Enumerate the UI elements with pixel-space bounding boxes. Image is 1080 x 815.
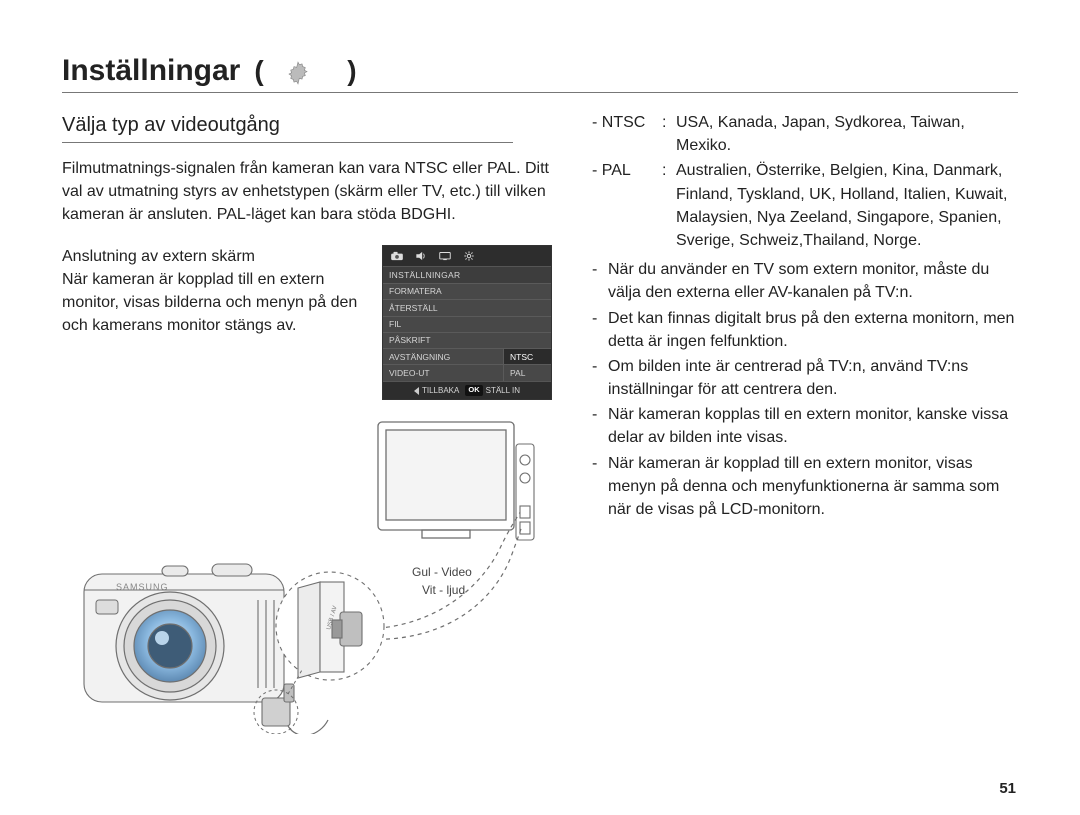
section-subtitle: Välja typ av videoutgång [62, 111, 513, 143]
menu-item: FIL [383, 316, 551, 332]
menu-row: VIDEO-UTPAL [383, 364, 551, 380]
gear-icon [285, 60, 311, 86]
menu-heading: INSTÄLLNINGAR [383, 267, 551, 283]
bullet-row: -Det kan ﬁnnas digitalt brus på den exte… [592, 307, 1018, 353]
title-paren: ( ) [248, 55, 358, 87]
menu-tab-row [383, 246, 551, 267]
menu-item: ÅTERSTÄLL [383, 299, 551, 315]
bullet-row: -När du använder en TV som extern monito… [592, 258, 1018, 304]
bullet-row: -När kameran kopplas till en extern moni… [592, 403, 1018, 449]
bullet-row: -Om bilden inte är centrerad på TV:n, an… [592, 355, 1018, 401]
camera-icon [390, 250, 404, 262]
left-column: Välja typ av videoutgång Filmutmatnings-… [62, 111, 552, 734]
menu-ok: OKSTÄLL IN [465, 385, 520, 397]
connection-diagram: SAMSUNG [62, 414, 552, 734]
right-column: - NTSC:USA, Kanada, Japan, Sydkorea, Tai… [592, 111, 1018, 734]
white-audio-label: Vit - ljud [422, 583, 465, 597]
display-icon [438, 250, 452, 262]
definition-row: - NTSC:USA, Kanada, Japan, Sydkorea, Tai… [592, 111, 1018, 157]
menu-row: AVSTÄNGNINGNTSC [383, 348, 551, 364]
page-number: 51 [999, 780, 1016, 797]
menu-item: FORMATERA [383, 283, 551, 299]
bullet-row: -När kameran är kopplad till en extern m… [592, 452, 1018, 522]
sound-icon [414, 250, 428, 262]
left-paragraph-1: Filmutmatnings-signalen från kameran kan… [62, 157, 552, 227]
camera-menu-screenshot: INSTÄLLNINGAR FORMATERA ÅTERSTÄLL FIL PÅ… [382, 245, 552, 401]
page-title: Inställningar [62, 54, 240, 88]
page-title-row: Inställningar ( ) [62, 54, 1018, 93]
yellow-video-label: Gul - Video [412, 565, 472, 579]
gear-icon [462, 250, 476, 262]
menu-footer: TILLBAKA OKSTÄLL IN [383, 381, 551, 400]
menu-item: PÅSKRIFT [383, 332, 551, 348]
left-paragraph-2: Anslutning av extern skärm När kameran ä… [62, 245, 366, 338]
menu-back: TILLBAKA [414, 385, 459, 397]
svg-text:SAMSUNG: SAMSUNG [116, 582, 169, 592]
definition-row: - PAL:Australien, Österrike, Belgien, Ki… [592, 159, 1018, 252]
